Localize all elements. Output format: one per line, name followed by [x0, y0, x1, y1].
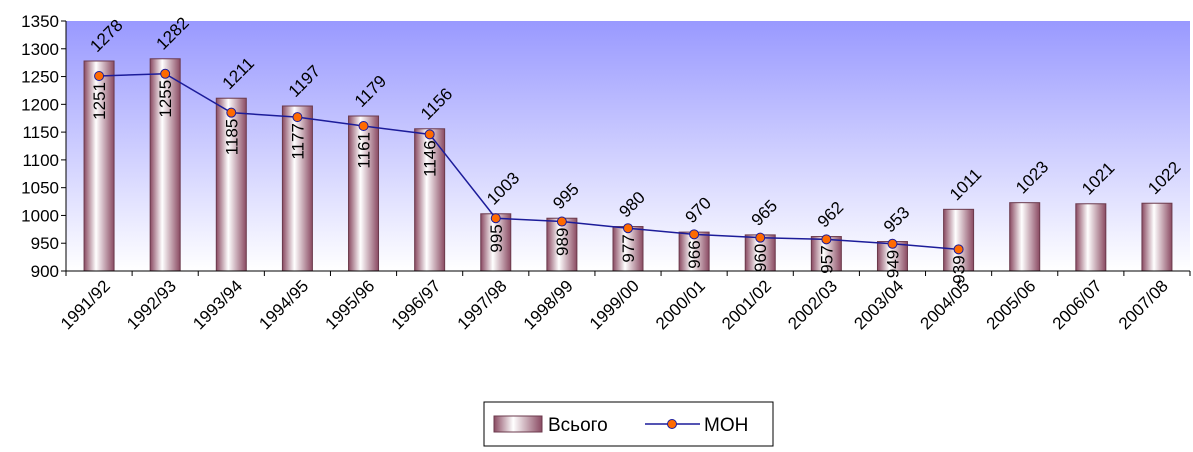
line-data-label: 989	[553, 228, 572, 256]
line-marker	[953, 244, 964, 255]
bar	[348, 115, 380, 272]
x-tick-label: 1995/96	[321, 276, 378, 333]
line-data-label: 960	[751, 244, 770, 272]
bar	[1009, 202, 1041, 272]
x-tick-label: 1997/98	[454, 276, 511, 333]
x-tick-label: 1998/99	[520, 276, 577, 333]
line-marker	[424, 129, 435, 140]
line-marker	[887, 238, 898, 249]
bar	[149, 58, 181, 272]
x-tick-label: 2001/02	[718, 276, 775, 333]
y-tick-label: 1000	[21, 206, 59, 225]
y-tick-label: 1350	[21, 12, 59, 31]
x-tick-label: 2000/01	[652, 276, 709, 333]
y-tick-label: 1150	[22, 123, 59, 142]
line-data-label: 957	[817, 245, 836, 273]
line-data-label: 1177	[288, 123, 307, 160]
bar	[414, 128, 446, 272]
x-tick-label: 2002/03	[784, 276, 841, 333]
y-tick-label: 1100	[22, 151, 59, 170]
line-marker	[226, 107, 237, 118]
x-tick-label: 2007/08	[1115, 276, 1172, 333]
y-tick-label: 900	[31, 262, 59, 281]
y-axis: 900 950 1000 1050 1100 1150 1200 1250 1300 1350	[21, 12, 67, 281]
x-tick-label: 2004/05	[917, 276, 974, 333]
line-marker	[755, 232, 766, 243]
bar	[215, 97, 247, 272]
line-data-label: 1161	[355, 132, 374, 169]
x-tick-label: 1992/93	[123, 276, 180, 333]
legend-label-bar: Всього	[548, 415, 608, 436]
y-tick-label: 950	[31, 234, 59, 253]
bar	[1141, 202, 1173, 272]
y-tick-label: 1250	[21, 68, 59, 87]
bars	[83, 58, 1173, 272]
line-marker	[358, 121, 369, 131]
line-data-label: 939	[950, 255, 969, 283]
bar	[546, 217, 578, 272]
line-marker	[821, 234, 832, 245]
y-tick-label: 1050	[21, 179, 59, 198]
line-data-label: 966	[685, 240, 704, 268]
line-series	[94, 68, 964, 255]
x-tick-label: 1996/97	[388, 276, 445, 333]
line-marker	[623, 223, 633, 234]
line-data-label: 1185	[222, 119, 241, 156]
legend-line-marker	[667, 419, 677, 429]
legend-bar-swatch	[493, 415, 543, 433]
line-data-label: 949	[883, 250, 902, 278]
bar	[480, 213, 512, 272]
x-tick-label: 1993/94	[189, 276, 246, 333]
line-path	[99, 73, 959, 251]
line-marker	[556, 216, 567, 227]
line-marker	[292, 112, 303, 123]
line-marker	[94, 71, 105, 81]
y-tick-label: 1300	[21, 40, 59, 59]
x-tick-label: 1999/00	[586, 276, 643, 333]
x-tick-label: 2006/07	[1049, 276, 1106, 333]
line-marker	[689, 229, 700, 240]
x-tick-label: 1991/92	[57, 276, 114, 333]
line-data-labels: 1251 1255 1185 1177 1161 1146 995 989 977 966 960 9…	[90, 80, 969, 284]
legend: Всього МОН	[483, 401, 774, 447]
x-axis: 1991/92 1992/93 1993/94 1994/95 1995/96 1996/…	[57, 270, 1191, 333]
line-data-label: 1146	[421, 140, 440, 177]
x-tick-label: 2003/04	[850, 276, 907, 333]
line-data-label: 977	[619, 234, 638, 262]
line-marker	[490, 213, 501, 224]
line-data-label: 1255	[156, 80, 175, 118]
bar	[1075, 203, 1107, 272]
bar	[281, 105, 313, 272]
line-data-label: 995	[487, 224, 506, 252]
x-tick-label: 1994/95	[255, 276, 312, 333]
line-marker	[160, 68, 171, 79]
bar	[612, 226, 644, 272]
line-data-label: 1251	[90, 82, 109, 120]
x-tick-label: 2005/06	[983, 276, 1040, 333]
y-tick-label: 1200	[21, 95, 59, 114]
bar	[83, 60, 115, 272]
legend-label-line: МОН	[704, 415, 748, 436]
